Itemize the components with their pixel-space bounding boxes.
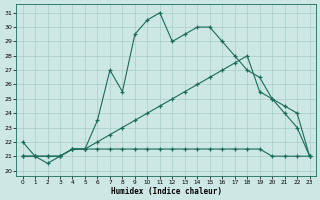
X-axis label: Humidex (Indice chaleur): Humidex (Indice chaleur) bbox=[111, 187, 221, 196]
